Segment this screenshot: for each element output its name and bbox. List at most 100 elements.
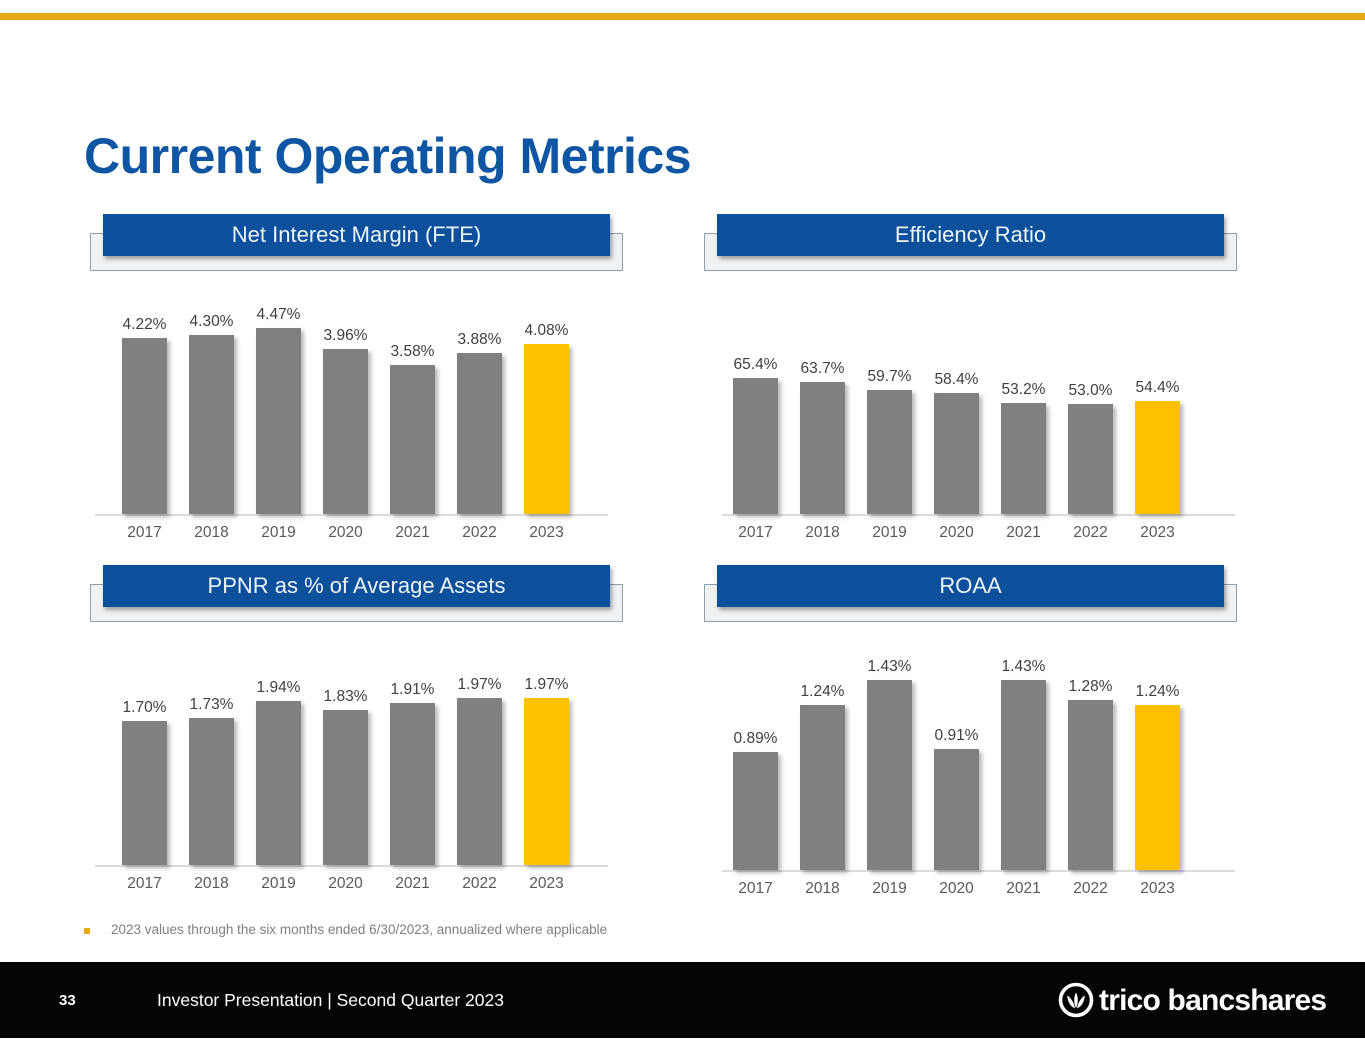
year-label-2023: 2023 bbox=[1140, 524, 1175, 541]
bar-column-2023: 4.08% bbox=[524, 322, 569, 514]
x-axis-nim: 2017 2018 2019 2020 2021 2022 2023 bbox=[95, 524, 608, 542]
bar-2022 bbox=[1068, 699, 1113, 870]
bar-column-2021: 1.91% bbox=[390, 681, 435, 865]
chart-title-roaa-label: ROAA bbox=[939, 573, 1002, 598]
year-label-2018: 2018 bbox=[194, 875, 229, 892]
bar-2021 bbox=[390, 703, 435, 865]
year-label-2017: 2017 bbox=[127, 524, 162, 541]
bar-2018 bbox=[189, 335, 234, 514]
logo-text: trico bancshares bbox=[1099, 984, 1326, 1017]
bar-column-2020: 58.4% bbox=[934, 371, 979, 514]
bullet-square-icon bbox=[84, 928, 90, 934]
bar-column-2021: 1.43% bbox=[1001, 658, 1046, 870]
bar-value-label: 53.0% bbox=[1068, 381, 1113, 399]
bar-value-label: 1.91% bbox=[390, 681, 435, 699]
bar-value-label: 3.58% bbox=[390, 343, 435, 360]
year-label-2021: 2021 bbox=[1006, 880, 1041, 897]
year-label-2018: 2018 bbox=[194, 524, 229, 541]
bar-column-2018: 1.73% bbox=[189, 696, 234, 865]
top-gold-rule bbox=[0, 13, 1365, 20]
bar-2023 bbox=[1135, 705, 1180, 870]
bar-column-2017: 4.22% bbox=[122, 316, 167, 514]
bar-column-2020: 0.91% bbox=[934, 727, 979, 870]
bar-value-label: 1.24% bbox=[800, 683, 845, 701]
bar-column-2020: 1.83% bbox=[323, 688, 368, 865]
year-label-2022: 2022 bbox=[1073, 880, 1108, 897]
year-label-2019: 2019 bbox=[261, 524, 296, 541]
bar-column-2022: 1.97% bbox=[457, 676, 502, 865]
chart-plot-roaa: 0.89% 1.24% 1.43% 0.91% 1.43% 1.28% 1.24% bbox=[722, 658, 1235, 872]
bar-column-2021: 53.2% bbox=[1001, 381, 1046, 514]
bar-2021 bbox=[1001, 680, 1046, 870]
bar-column-2019: 4.47% bbox=[256, 306, 301, 514]
year-label-2022: 2022 bbox=[462, 875, 497, 892]
chart-title-efficiency-label: Efficiency Ratio bbox=[894, 222, 1047, 247]
bar-2018 bbox=[189, 718, 234, 865]
bar-column-2022: 1.28% bbox=[1068, 678, 1113, 870]
chart-title-efficiency: Efficiency Ratio bbox=[717, 214, 1224, 256]
bar-2017 bbox=[122, 720, 167, 865]
bar-column-2017: 0.89% bbox=[733, 730, 778, 870]
footer-bar: 33 Investor Presentation | Second Quarte… bbox=[0, 962, 1365, 1038]
year-label-2021: 2021 bbox=[1006, 524, 1041, 541]
year-label-2017: 2017 bbox=[127, 875, 162, 892]
bar-column-2019: 59.7% bbox=[867, 368, 912, 514]
year-label-2017: 2017 bbox=[738, 524, 773, 541]
bar-value-label: 3.88% bbox=[457, 330, 502, 348]
year-label-2023: 2023 bbox=[529, 524, 564, 541]
bar-2017 bbox=[733, 751, 778, 870]
chart-title-nim-label: Net Interest Margin (FTE) bbox=[231, 222, 482, 247]
bar-value-label: 1.24% bbox=[1135, 683, 1180, 701]
bar-column-2018: 4.30% bbox=[189, 313, 234, 514]
chart-plot-efficiency: 65.4% 63.7% 59.7% 58.4% 53.2% 53.0% 54.4% bbox=[722, 316, 1235, 516]
year-label-2022: 2022 bbox=[1073, 524, 1108, 541]
bar-column-2023: 54.4% bbox=[1135, 379, 1180, 514]
bar-2023 bbox=[524, 698, 569, 865]
bar-column-2019: 1.94% bbox=[256, 678, 301, 865]
year-label-2017: 2017 bbox=[738, 880, 773, 897]
x-axis-ppnr: 2017 2018 2019 2020 2021 2022 2023 bbox=[95, 875, 608, 893]
bar-2019 bbox=[867, 680, 912, 870]
year-label-2022: 2022 bbox=[462, 524, 497, 541]
bar-2023 bbox=[524, 344, 569, 514]
year-label-2018: 2018 bbox=[805, 524, 840, 541]
year-label-2023: 2023 bbox=[529, 875, 564, 892]
bar-value-label: 1.94% bbox=[256, 678, 301, 696]
year-label-2020: 2020 bbox=[939, 524, 974, 541]
bar-2022 bbox=[1068, 403, 1113, 514]
chart-title-nim: Net Interest Margin (FTE) bbox=[103, 214, 610, 256]
bar-column-2020: 3.96% bbox=[323, 327, 368, 514]
bar-value-label: 54.4% bbox=[1135, 378, 1180, 396]
bar-2019 bbox=[867, 389, 912, 514]
bar-column-2017: 65.4% bbox=[733, 356, 778, 514]
bar-2022 bbox=[457, 698, 502, 865]
bar-value-label: 1.83% bbox=[323, 687, 368, 705]
year-label-2020: 2020 bbox=[328, 524, 363, 541]
bar-column-2021: 3.58% bbox=[390, 343, 435, 514]
bar-column-2018: 1.24% bbox=[800, 683, 845, 870]
year-label-2023: 2023 bbox=[1140, 880, 1175, 897]
bar-value-label: 1.43% bbox=[867, 658, 912, 675]
year-label-2019: 2019 bbox=[261, 875, 296, 892]
bar-column-2019: 1.43% bbox=[867, 658, 912, 870]
footnote-text: 2023 values through the six months ended… bbox=[111, 922, 608, 937]
bar-2020 bbox=[323, 709, 368, 865]
year-label-2019: 2019 bbox=[872, 524, 907, 541]
chart-title-ppnr: PPNR as % of Average Assets bbox=[103, 565, 610, 607]
year-label-2020: 2020 bbox=[939, 880, 974, 897]
bar-2017 bbox=[122, 338, 167, 514]
bar-column-2017: 1.70% bbox=[122, 699, 167, 865]
footnote: 2023 values through the six months ended… bbox=[84, 922, 607, 937]
bar-2021 bbox=[1001, 403, 1046, 514]
bar-column-2023: 1.97% bbox=[524, 676, 569, 865]
bar-2020 bbox=[934, 392, 979, 514]
company-logo: trico bancshares bbox=[1058, 982, 1327, 1018]
bar-value-label: 58.4% bbox=[934, 370, 979, 388]
chart-title-roaa: ROAA bbox=[717, 565, 1224, 607]
bar-2018 bbox=[800, 381, 845, 514]
bar-value-label: 3.96% bbox=[323, 327, 368, 345]
bar-2020 bbox=[323, 349, 368, 514]
logo-mark-icon bbox=[1058, 982, 1094, 1018]
bar-value-label: 0.89% bbox=[733, 729, 778, 747]
